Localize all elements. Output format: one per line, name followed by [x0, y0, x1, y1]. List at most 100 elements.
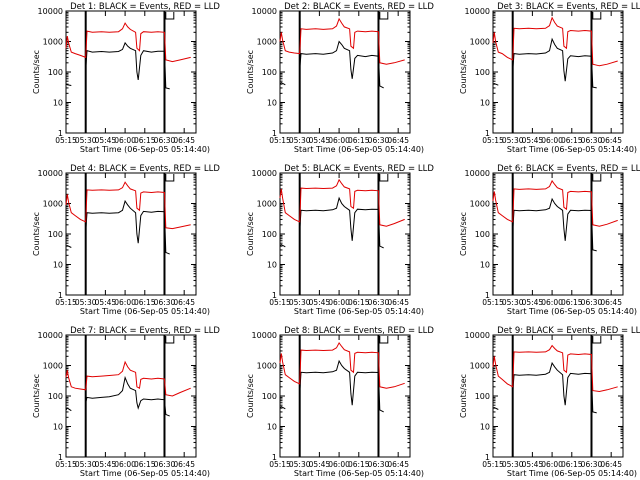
x-tick-label: 06:45: [173, 298, 195, 307]
x-tick-label: 06:00: [114, 460, 136, 469]
y-tick-label: 10: [53, 423, 63, 432]
chart-panel: Det 6: BLACK = Events, RED = LLD 1 10 100 10…: [459, 164, 640, 316]
chart-title: Det 6: BLACK = Events, RED = LLD: [497, 164, 640, 174]
x-tick-label: 05:45: [309, 136, 331, 145]
y-axis-label: Counts/sec: [32, 212, 41, 256]
reference-box: [592, 336, 602, 344]
series-line-events: [492, 244, 499, 248]
x-tick-label: 05:15: [482, 298, 504, 307]
x-tick-label: 06:45: [387, 136, 409, 145]
series-line-events: [279, 81, 286, 86]
chart-title: Det 1: BLACK = Events, RED = LLD: [70, 2, 220, 12]
x-tick-label: 05:30: [289, 136, 311, 145]
y-tick-label: 1000: [43, 200, 63, 209]
y-tick-label: 1000: [470, 200, 490, 209]
series-line-events: [512, 37, 597, 89]
x-tick-label: 06:30: [581, 298, 603, 307]
series-line-events: [299, 40, 384, 89]
y-axis-label: Counts/sec: [32, 50, 41, 94]
x-tick-label: 06:15: [134, 460, 156, 469]
x-tick-label: 05:45: [522, 298, 544, 307]
chart-title: Det 3: BLACK = Events, RED = LLD: [497, 2, 640, 12]
x-axis-label: Start Time (06-Sep-05 05:14:40): [294, 469, 424, 478]
y-tick-label: 1: [272, 129, 277, 138]
series-line-events: [65, 244, 72, 248]
x-tick-label: 06:00: [114, 136, 136, 145]
x-tick-label: 06:15: [561, 460, 583, 469]
y-axis-label: Counts/sec: [246, 374, 255, 418]
series-line-events: [299, 359, 384, 413]
x-tick-label: 06:30: [581, 136, 603, 145]
x-tick-label: 06:00: [328, 298, 350, 307]
x-tick-label: 05:15: [482, 460, 504, 469]
x-tick-label: 05:15: [55, 298, 77, 307]
x-tick-label: 06:30: [368, 136, 390, 145]
reference-box: [379, 336, 389, 344]
y-tick-label: 10000: [252, 169, 277, 178]
x-tick-label: 06:00: [541, 298, 563, 307]
x-tick-label: 06:30: [368, 298, 390, 307]
y-tick-label: 1000: [470, 38, 490, 47]
x-tick-label: 05:15: [269, 298, 291, 307]
y-tick-label: 10000: [38, 169, 63, 178]
x-tick-label: 05:30: [502, 460, 524, 469]
x-axis-label: Start Time (06-Sep-05 05:14:40): [507, 145, 637, 154]
x-tick-label: 05:45: [95, 460, 117, 469]
chart-panel: Det 1: BLACK = Events, RED = LLD 1 10 100 10…: [32, 2, 220, 154]
y-tick-label: 10: [267, 261, 277, 270]
y-tick-label: 1000: [257, 38, 277, 47]
chart-title: Det 7: BLACK = Events, RED = LLD: [70, 326, 220, 336]
x-tick-label: 06:45: [600, 460, 622, 469]
x-tick-label: 06:30: [368, 460, 390, 469]
y-tick-label: 1: [485, 453, 490, 462]
series-line-events: [299, 196, 384, 249]
x-tick-label: 06:30: [154, 136, 176, 145]
x-tick-label: 06:00: [328, 136, 350, 145]
y-tick-label: 100: [475, 230, 490, 239]
y-tick-label: 1: [58, 129, 63, 138]
y-tick-label: 100: [475, 68, 490, 77]
series-line-lld: [279, 341, 405, 389]
y-tick-label: 1: [485, 129, 490, 138]
x-tick-label: 06:15: [561, 136, 583, 145]
y-axis-label: Counts/sec: [32, 374, 41, 418]
chart-panel: Det 3: BLACK = Events, RED = LLD 1 10 100 10…: [459, 2, 640, 154]
x-axis-label: Start Time (06-Sep-05 05:14:40): [80, 307, 210, 316]
x-tick-label: 05:30: [75, 298, 97, 307]
y-tick-label: 1000: [43, 38, 63, 47]
series-line-events: [85, 375, 170, 417]
y-tick-label: 10: [267, 423, 277, 432]
reference-box: [379, 174, 389, 182]
series-line-events: [279, 243, 286, 248]
x-tick-label: 05:30: [289, 460, 311, 469]
series-line-events: [512, 361, 597, 414]
x-tick-label: 05:30: [289, 298, 311, 307]
series-line-events: [492, 406, 499, 410]
x-axis-label: Start Time (06-Sep-05 05:14:40): [80, 469, 210, 478]
y-tick-label: 100: [48, 68, 63, 77]
x-tick-label: 05:15: [55, 136, 77, 145]
x-tick-label: 06:15: [348, 136, 370, 145]
x-tick-label: 06:00: [328, 460, 350, 469]
x-axis-label: Start Time (06-Sep-05 05:14:40): [507, 307, 637, 316]
x-axis-label: Start Time (06-Sep-05 05:14:40): [294, 145, 424, 154]
x-tick-label: 05:15: [482, 136, 504, 145]
x-tick-label: 06:30: [154, 298, 176, 307]
series-line-events: [492, 82, 499, 86]
series-line-events: [65, 83, 72, 86]
x-tick-label: 05:30: [502, 136, 524, 145]
y-tick-label: 10: [480, 423, 490, 432]
x-tick-label: 06:45: [387, 460, 409, 469]
x-tick-label: 06:00: [541, 136, 563, 145]
reference-box: [165, 336, 175, 344]
y-axis-label: Counts/sec: [459, 374, 468, 418]
series-line-lld: [492, 344, 618, 393]
x-axis-label: Start Time (06-Sep-05 05:14:40): [294, 307, 424, 316]
y-tick-label: 10: [267, 99, 277, 108]
chart-panel: Det 2: BLACK = Events, RED = LLD 1 10 100 10…: [246, 2, 434, 154]
series-line-lld: [492, 16, 618, 67]
x-tick-label: 06:45: [387, 298, 409, 307]
y-tick-label: 1: [485, 291, 490, 300]
x-tick-label: 05:15: [269, 460, 291, 469]
